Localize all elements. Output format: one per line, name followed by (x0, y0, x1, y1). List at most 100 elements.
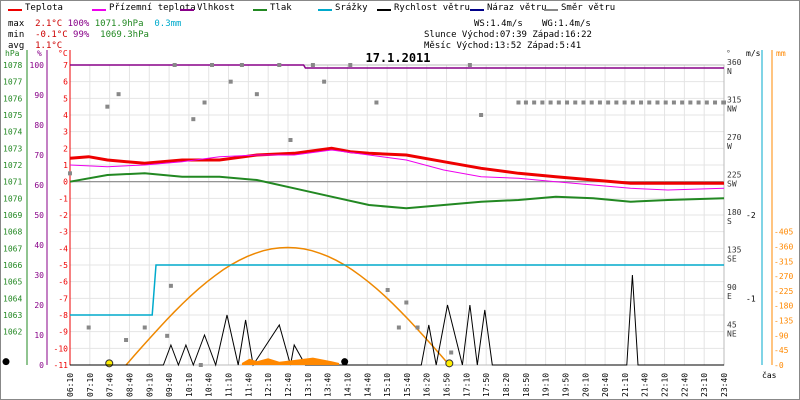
wind-dir-point (597, 100, 602, 105)
press-tick: 1075 (3, 111, 22, 120)
wind-dir-point (239, 63, 244, 67)
series-line (69, 146, 724, 185)
hum-tick: 20 (34, 301, 44, 310)
temp-tick: 7 (63, 61, 68, 70)
x-tick-label: 21:40 (641, 373, 650, 397)
wind-dir-point (68, 171, 72, 176)
wind-tick: -2 (746, 211, 756, 220)
temp-tick: -1 (58, 194, 68, 203)
legend-label: Srážky (335, 3, 368, 13)
wind-dir-point (404, 300, 409, 305)
dir-tick-deg: 360 (727, 58, 742, 67)
legend-label: Náraz větru (487, 3, 547, 13)
press-tick: 1063 (3, 311, 22, 320)
x-tick-label: 13:10 (304, 373, 313, 397)
press-tick: 1071 (3, 178, 22, 187)
legend-swatch (470, 9, 484, 11)
temp-tick: 2 (63, 144, 68, 153)
temp-tick: -4 (58, 244, 68, 253)
wind-dir-point (479, 113, 484, 117)
x-tick-label: 22:40 (680, 373, 689, 397)
info-sun: Slunce Východ:07:39 Západ:16:22 (424, 30, 592, 40)
hum-tick: 80 (34, 121, 44, 130)
temp-tick: 1 (63, 161, 68, 170)
wind-dir-point (202, 100, 207, 105)
wind-dir-point (622, 100, 627, 105)
wind-dir-point (116, 92, 121, 97)
legend-label: Rychlost větru (394, 3, 470, 13)
x-tick-label: 20:10 (581, 373, 590, 397)
dir-tick-label: N (727, 67, 732, 76)
x-tick-label: 23:40 (720, 373, 729, 397)
x-tick-label: 12:40 (284, 373, 293, 397)
rain-tick: -315 (774, 257, 793, 266)
legend-swatch (92, 9, 106, 11)
wind-dir-point (105, 104, 110, 109)
wind-dir-point (516, 100, 521, 105)
x-tick-label: 23:10 (700, 373, 709, 397)
press-tick: 1077 (3, 78, 22, 87)
stats-min: min -0.1°C 99% 1069.3hPa (8, 30, 149, 40)
dir-tick-label: E (727, 292, 732, 301)
wind-dir-point (142, 325, 147, 330)
legend-label: Směr větru (561, 3, 616, 13)
hum-tick: 60 (34, 181, 44, 190)
hum-unit: % (37, 49, 42, 58)
x-tick-label: 10:40 (205, 373, 214, 397)
legend-swatch (253, 9, 267, 11)
temp-tick: -3 (58, 228, 68, 237)
x-tick-label: 07:40 (106, 373, 115, 397)
wind-dir-point (415, 325, 420, 330)
x-tick-label: 20:40 (601, 373, 610, 397)
press-tick: 1072 (3, 161, 22, 170)
rain-tick: -45 (774, 346, 789, 355)
temp-tick: 4 (63, 111, 68, 120)
moonrise-marker (341, 358, 349, 366)
hum-tick: 30 (34, 271, 44, 280)
x-tick-label: 11:40 (244, 373, 253, 397)
wind-tick: -1 (746, 294, 756, 303)
series-line (70, 64, 724, 69)
wind-dir-point (713, 100, 718, 105)
x-tick-label: 09:10 (145, 373, 154, 397)
press-tick: 1069 (3, 211, 22, 220)
dir-tick-deg: 45 (727, 321, 737, 330)
sunset-marker (445, 359, 454, 368)
stats-avg: avg 1.1°C (8, 41, 63, 51)
hum-tick: 10 (34, 331, 44, 340)
press-tick: 1076 (3, 94, 22, 103)
temp-tick: -9 (58, 328, 68, 337)
x-tick-label: 17:50 (482, 373, 491, 397)
x-tick-label: 10:10 (185, 373, 194, 397)
temp-tick: -2 (58, 211, 68, 220)
rain-fill (241, 357, 340, 365)
wind-dir-point (168, 283, 173, 288)
dir-tick-deg: 180 (727, 208, 742, 217)
x-tick-label: 15:40 (403, 373, 412, 397)
x-tick-label: 09:40 (165, 373, 174, 397)
dir-tick-label: SW (727, 180, 737, 189)
wind-dir-point (573, 100, 578, 105)
hum-tick: 50 (34, 211, 44, 220)
press-tick: 1074 (3, 128, 22, 137)
series-line (70, 264, 724, 316)
dir-tick-label: NW (727, 105, 737, 114)
dir-tick-deg: 270 (727, 133, 742, 142)
rain-tick: -135 (774, 317, 793, 326)
x-tick-label: 19:50 (561, 373, 570, 397)
wind-dir-point (556, 100, 561, 105)
x-axis-label: čas (762, 370, 777, 380)
wind-dir-point (172, 63, 177, 67)
legend-swatch (8, 9, 22, 11)
press-tick: 1070 (3, 194, 22, 203)
wind-dir-point (614, 100, 619, 105)
wind-dir-point (704, 100, 709, 105)
press-tick: 1078 (3, 61, 22, 70)
wind-dir-point (696, 100, 701, 105)
x-tick-label: 07:10 (86, 373, 95, 397)
wind-dir-point (680, 100, 685, 105)
wind-dir-point (565, 100, 570, 105)
x-tick-label: 16:20 (423, 373, 432, 397)
temp-tick: -11 (54, 361, 69, 370)
